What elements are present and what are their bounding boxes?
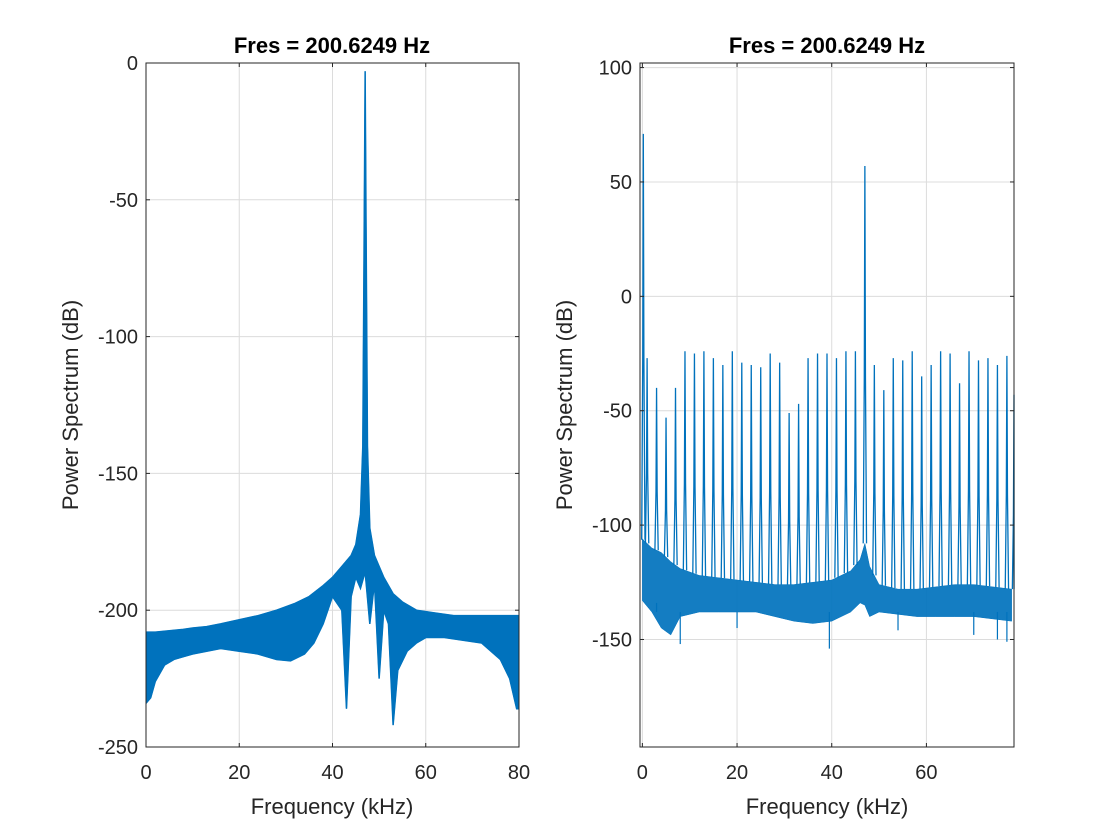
spectral-peak [1004, 355, 1010, 589]
spectral-peak [824, 353, 830, 581]
spectral-peak [995, 364, 1000, 588]
spectral-peak [663, 417, 669, 558]
spectral-peak [682, 351, 688, 571]
spectral-peak [692, 353, 697, 574]
spectral-peak [834, 358, 839, 578]
spectral-peak [711, 358, 716, 578]
left-y-tick-label: -200 [98, 600, 138, 622]
left-y-tick-label: -250 [98, 737, 138, 759]
spectral-peak [919, 376, 924, 589]
right-x-tick-label: 60 [915, 762, 937, 784]
right-x-tick-label: 0 [637, 762, 648, 784]
right-y-tick-label: -50 [603, 401, 632, 423]
right-y-tick-label: -100 [592, 515, 632, 537]
spectral-peak [748, 364, 754, 582]
left-y-axis-label: Power Spectrum (dB) [58, 300, 83, 510]
spectral-peak [928, 364, 934, 588]
spectral-peak [673, 387, 678, 566]
left-spectrum-series [145, 71, 520, 726]
spectral-peak [853, 351, 858, 566]
right-axes: 0 20 40 60 -150 -100 -50 0 50 100 Fres = 200.6249… [552, 33, 1015, 819]
spectral-peak [957, 383, 962, 585]
left-y-tick-label: -150 [98, 463, 138, 485]
left-x-tick-label: 0 [140, 762, 151, 784]
spectral-peak [881, 390, 887, 586]
spectral-peak [644, 358, 650, 544]
right-y-tick-label: 50 [610, 172, 632, 194]
spectral-peak [701, 351, 707, 577]
spectral-peak [890, 358, 896, 589]
right-spectrum-series [641, 133, 1015, 649]
right-y-tick-label: 100 [599, 58, 632, 80]
spectral-peak [777, 362, 782, 585]
left-x-axis-label: Frequency (kHz) [251, 794, 414, 819]
spectral-peak [654, 387, 659, 551]
right-y-tick-label: 0 [621, 286, 632, 308]
series-upper-envelope [146, 71, 519, 633]
spectral-peak [872, 364, 877, 576]
left-x-tick-label: 60 [415, 762, 437, 784]
right-y-axis-label: Power Spectrum (dB) [552, 300, 577, 510]
left-x-tick-label: 20 [228, 762, 250, 784]
series-lower-envelope [145, 571, 519, 726]
right-y-tick-label: -150 [592, 629, 632, 651]
spectral-peak [767, 353, 773, 585]
spectral-peak [641, 133, 646, 540]
spectral-peak [947, 353, 953, 586]
left-y-tick-label: 0 [127, 53, 138, 75]
spectral-peak [805, 358, 811, 583]
spectral-peak [786, 413, 792, 585]
spectral-peak [815, 353, 820, 582]
spectral-peak [900, 360, 906, 590]
left-y-tick-label: -100 [98, 327, 138, 349]
right-x-tick-label: 20 [726, 762, 748, 784]
left-x-tick-label: 40 [321, 762, 343, 784]
noise-floor-band [642, 538, 1012, 636]
spectral-peak [966, 351, 972, 585]
left-axes: 0 20 40 60 80 -250 -200 -150 -100 -50 0 Fres = 200… [58, 33, 530, 819]
spectral-peak [730, 351, 735, 580]
spectral-peak [938, 351, 943, 587]
spectral-peak [976, 360, 981, 586]
spectral-peak [862, 165, 868, 544]
left-chart-title: Fres = 200.6249 Hz [234, 33, 430, 58]
spectral-peak [720, 364, 726, 579]
right-x-tick-label: 40 [821, 762, 843, 784]
right-ticks: 0 20 40 60 -150 -100 -50 0 50 100 [592, 58, 1014, 784]
spectral-peak [796, 403, 801, 585]
right-axes-box [639, 62, 1015, 748]
right-x-axis-label: Frequency (kHz) [746, 794, 909, 819]
spectral-peak [985, 358, 991, 587]
spectral-peak [739, 362, 745, 581]
left-x-tick-label: 80 [508, 762, 530, 784]
spectral-peak [843, 351, 849, 574]
right-chart-title: Fres = 200.6249 Hz [729, 33, 925, 58]
spectral-peak [758, 367, 764, 583]
spectral-peak [909, 351, 915, 590]
left-ticks: 0 20 40 60 80 -250 -200 -150 -100 -50 0 [98, 53, 530, 784]
left-y-tick-label: -50 [109, 190, 138, 212]
